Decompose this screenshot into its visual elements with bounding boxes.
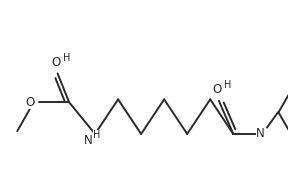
Text: H: H [93,130,100,140]
Text: H: H [224,80,232,90]
Text: N: N [84,134,93,147]
Text: O: O [25,96,34,109]
Text: O: O [212,83,221,96]
Text: O: O [51,56,60,69]
Text: H: H [63,53,71,63]
Text: N: N [256,127,265,141]
